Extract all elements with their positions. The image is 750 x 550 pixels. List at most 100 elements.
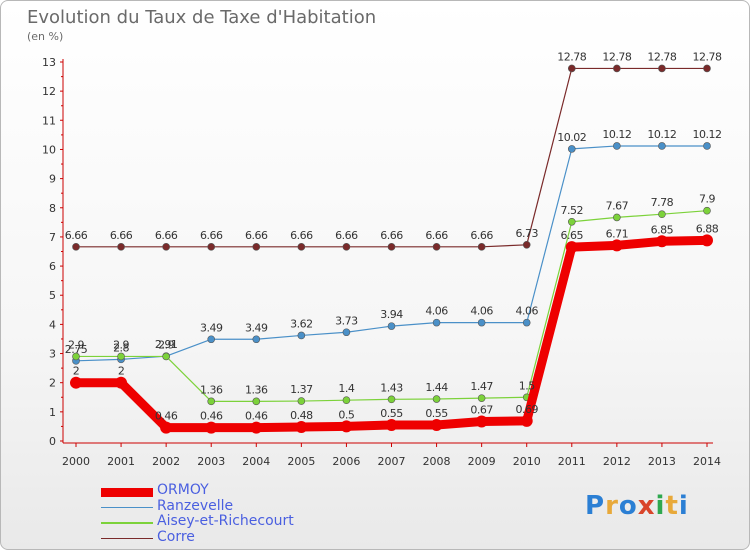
x-tick-label: 2003 — [197, 455, 225, 468]
data-label: 12.78 — [602, 50, 631, 63]
data-point — [72, 243, 80, 251]
data-point — [432, 243, 441, 251]
data-point — [252, 335, 261, 344]
data-label: 1.43 — [380, 381, 403, 394]
data-label: 3.49 — [200, 321, 223, 334]
x-tick-label: 2006 — [332, 455, 360, 468]
data-point — [297, 397, 306, 405]
data-point — [703, 64, 711, 73]
data-label: 6.85 — [651, 223, 674, 236]
data-point — [477, 243, 486, 251]
data-label: 4.06 — [470, 305, 493, 318]
data-point — [387, 395, 396, 404]
data-label: 1.44 — [425, 381, 448, 394]
x-tick-label: 2009 — [468, 455, 496, 468]
data-point — [250, 421, 263, 434]
data-label: 6.66 — [245, 229, 268, 242]
data-point — [117, 352, 125, 361]
data-label: 6.66 — [110, 229, 133, 242]
data-point — [567, 145, 576, 153]
legend-swatch-ormoy — [101, 488, 153, 497]
data-point — [613, 142, 621, 150]
data-point — [658, 142, 666, 150]
data-label: 1.5 — [519, 379, 535, 392]
x-tick-label: 2005 — [287, 455, 315, 468]
chart-title: Evolution du Taux de Taxe d'Habitation — [27, 7, 377, 28]
data-point — [610, 239, 623, 252]
data-point — [522, 318, 531, 327]
data-point — [703, 142, 711, 150]
x-tick-label: 2008 — [423, 455, 451, 468]
data-label: 2.8 — [113, 341, 129, 354]
data-point — [387, 243, 396, 251]
x-tick-label: 2014 — [693, 455, 721, 468]
brand-letter: i — [678, 491, 689, 521]
legend-swatch-corre — [101, 537, 153, 539]
data-label: 6.66 — [155, 229, 178, 242]
legend-label-aisey: Aisey-et-Richecourt — [157, 513, 294, 529]
y-tick-label: 1 — [49, 406, 56, 419]
legend-label-ormoy: ORMOY — [157, 482, 209, 498]
y-tick-label: 8 — [49, 202, 56, 215]
data-point — [520, 414, 533, 427]
data-point — [432, 318, 441, 327]
data-label: 1.47 — [470, 380, 493, 393]
y-tick-label: 4 — [49, 318, 56, 331]
data-point — [342, 396, 351, 404]
data-point — [340, 420, 353, 433]
data-label: 2.75 — [65, 343, 88, 356]
x-tick-label: 2011 — [558, 455, 586, 468]
y-tick-label: 10 — [42, 143, 56, 156]
data-label: 2 — [73, 365, 80, 378]
data-point — [432, 395, 441, 403]
y-tick-label: 0 — [49, 435, 56, 448]
x-tick-label: 2013 — [648, 455, 676, 468]
data-point — [162, 243, 170, 251]
x-tick-label: 2000 — [62, 455, 90, 468]
data-point — [252, 243, 261, 251]
y-tick-label: 13 — [42, 56, 56, 69]
x-tick-label: 2001 — [107, 455, 135, 468]
data-point — [658, 64, 666, 73]
data-label: 6.73 — [515, 227, 538, 240]
legend-label-corre: Corre — [157, 528, 195, 545]
data-label: 0.55 — [380, 407, 403, 420]
data-label: 10.12 — [602, 128, 631, 141]
data-label: 6.66 — [335, 229, 358, 242]
data-label: 1.36 — [245, 383, 268, 396]
data-label: 6.66 — [470, 229, 493, 242]
data-point — [162, 352, 170, 361]
y-tick-label: 6 — [49, 260, 56, 273]
proxiti-logo: Proxiti — [585, 491, 689, 521]
data-label: 1.37 — [290, 383, 313, 396]
data-label: 6.88 — [696, 222, 719, 235]
data-label: 3.49 — [245, 321, 268, 334]
data-label: 6.66 — [425, 229, 448, 242]
data-label: 2.9 — [158, 338, 174, 351]
data-point — [655, 235, 668, 248]
x-tick-label: 2012 — [603, 455, 631, 468]
data-point — [477, 318, 486, 327]
x-tick-label: 2007 — [378, 455, 406, 468]
y-tick-label: 12 — [42, 85, 56, 98]
data-point — [70, 376, 82, 389]
data-label: 6.66 — [200, 229, 223, 242]
data-label: 7.52 — [561, 204, 584, 217]
data-label: 0.46 — [245, 410, 268, 423]
brand-letter: t — [665, 491, 679, 521]
data-point — [207, 243, 216, 251]
y-tick-label: 7 — [49, 231, 56, 244]
data-label: 1.4 — [338, 382, 354, 395]
x-tick-label: 2002 — [152, 455, 180, 468]
data-point — [565, 241, 578, 254]
data-point — [658, 210, 666, 218]
data-point — [387, 322, 396, 330]
brand-letter: x — [637, 491, 656, 521]
brand-letter: r — [605, 491, 619, 521]
legend-swatch-aisey — [101, 522, 153, 524]
data-label: 10.02 — [557, 131, 586, 144]
data-point — [297, 331, 306, 340]
data-point — [205, 421, 218, 434]
